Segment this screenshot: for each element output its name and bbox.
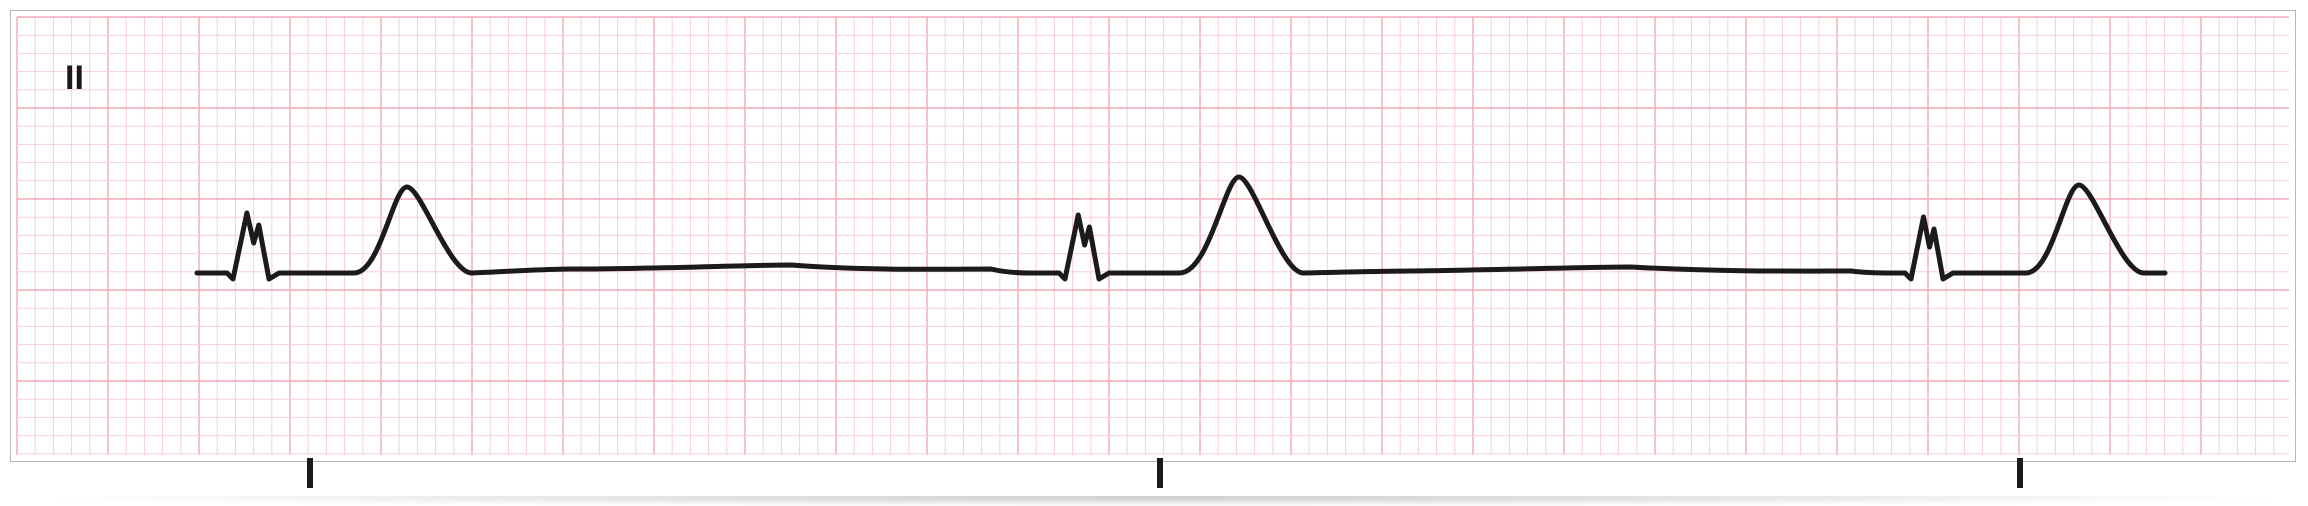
time-ticks [10, 458, 2294, 498]
ecg-container: II [10, 10, 2298, 496]
ecg-grid [11, 11, 2295, 461]
ecg-strip-card: II [10, 10, 2296, 462]
lead-label: II [65, 59, 84, 98]
